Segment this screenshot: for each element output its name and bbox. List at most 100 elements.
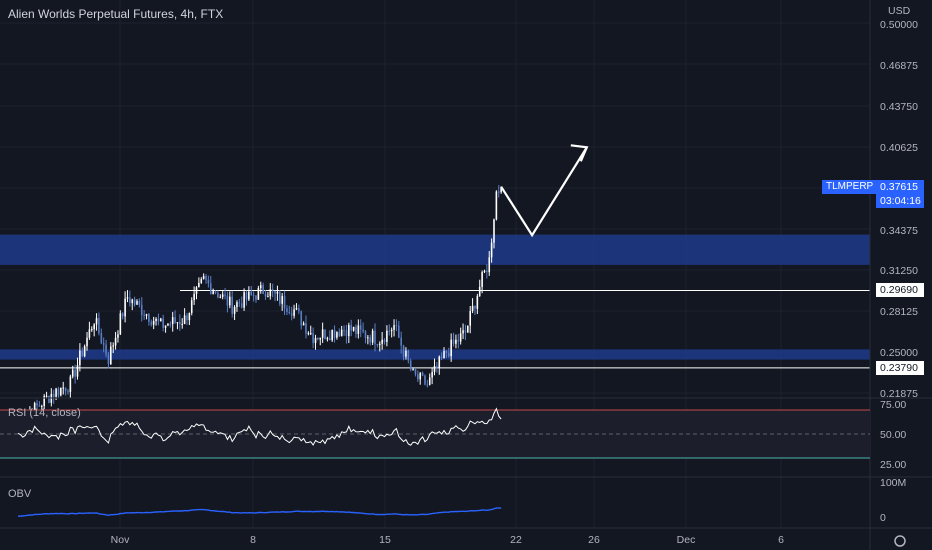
- candle-body: [283, 296, 286, 309]
- obv-tick-label: 0: [880, 512, 886, 524]
- candle-body: [486, 270, 488, 273]
- candle-body: [138, 301, 141, 305]
- candle-body: [312, 333, 314, 344]
- countdown-tag: 03:04:16: [876, 194, 924, 208]
- candle-body: [36, 403, 38, 406]
- candle-body: [124, 298, 126, 317]
- candle-body: [212, 291, 214, 294]
- settings-icon[interactable]: [894, 535, 906, 547]
- price-tick-label: 0.21875: [880, 388, 918, 400]
- candle-body: [459, 333, 462, 342]
- candle-body: [426, 384, 429, 386]
- candle-body: [69, 376, 72, 392]
- candle-body: [300, 311, 303, 326]
- candle-body: [383, 339, 386, 342]
- candle-body: [326, 338, 329, 340]
- candle-body: [412, 369, 414, 371]
- candle-body: [255, 295, 257, 300]
- candle-body: [95, 318, 98, 325]
- candle-body: [245, 292, 248, 300]
- candle-body: [414, 369, 417, 375]
- candle-body: [471, 305, 474, 311]
- candle-body: [74, 369, 76, 377]
- candle-body: [162, 318, 164, 328]
- candle-body: [409, 360, 412, 370]
- candle-body: [240, 303, 243, 308]
- candle-body: [133, 299, 136, 305]
- chart-title: Alien Worlds Perpetual Futures, 4h, FTX: [8, 7, 224, 21]
- candle-body: [469, 310, 471, 326]
- price-tick-label: 0.28125: [880, 306, 918, 318]
- candle-body: [295, 308, 298, 310]
- time-tick-label: Nov: [111, 534, 130, 546]
- candle-body: [336, 332, 338, 338]
- candle-body: [259, 285, 262, 289]
- projection-arrowhead: [570, 144, 589, 162]
- candle-body: [262, 285, 264, 294]
- candle-body: [497, 191, 500, 193]
- candle-body: [238, 302, 241, 304]
- candle-body: [143, 314, 145, 316]
- candle-body: [367, 337, 369, 339]
- candle-body: [62, 387, 65, 389]
- candle-body: [357, 325, 360, 334]
- candle-body: [424, 375, 426, 385]
- candle-body: [324, 329, 326, 340]
- candle-body: [193, 293, 195, 301]
- candle-body: [79, 350, 81, 366]
- candle-body: [214, 291, 217, 294]
- candle-body: [181, 324, 184, 326]
- candle-body: [169, 323, 172, 325]
- candle-body: [490, 242, 493, 258]
- candle-body: [307, 333, 310, 335]
- candle-body: [348, 325, 350, 337]
- candle-body: [364, 331, 367, 339]
- candle-body: [243, 292, 245, 308]
- rsi-tick-label: 75.00: [880, 399, 906, 411]
- obv-line: [17, 507, 502, 517]
- candle-body: [464, 330, 467, 333]
- candle-body: [114, 337, 117, 346]
- candle-body: [148, 314, 150, 322]
- price-tick-label: 0.40625: [880, 142, 918, 154]
- candle-body: [100, 333, 103, 344]
- candle-body: [433, 365, 436, 373]
- candle-body: [328, 338, 331, 341]
- candle-body: [98, 318, 100, 334]
- candle-body: [350, 325, 352, 331]
- candle-body: [202, 275, 205, 280]
- candle-body: [309, 333, 312, 335]
- obv-label: OBV: [8, 488, 32, 500]
- candle-body: [271, 289, 274, 292]
- candle-body: [281, 296, 283, 304]
- candle-body: [402, 345, 405, 357]
- candle-body: [428, 377, 431, 385]
- level-tag-lower: 0.23790: [876, 361, 924, 375]
- time-tick-label: 6: [778, 534, 784, 546]
- last-price-tag: 0.37615: [876, 180, 924, 194]
- candle-body: [131, 299, 134, 304]
- candle-body: [488, 257, 491, 273]
- candle-body: [45, 395, 48, 397]
- candle-body: [136, 301, 138, 305]
- candle-body: [236, 302, 238, 308]
- candle-body: [279, 291, 281, 304]
- candle-body: [302, 323, 305, 326]
- price-tick-label: 0.25000: [880, 347, 918, 359]
- symbol-tag: TLMPERP: [822, 180, 876, 194]
- rsi-tick-label: 50.00: [880, 429, 906, 441]
- candle-body: [145, 314, 148, 316]
- price-tick-label: 0.50000: [880, 19, 918, 31]
- candle-body: [267, 296, 269, 298]
- candle-body: [107, 354, 110, 365]
- candle-body: [248, 291, 250, 300]
- candle-body: [369, 337, 372, 343]
- projection-path: [500, 146, 588, 238]
- price-tick-label: 0.31250: [880, 265, 918, 277]
- candle-body: [119, 313, 122, 335]
- candle-body: [60, 387, 62, 396]
- currency-label: USD: [888, 5, 911, 17]
- candle-body: [264, 293, 267, 297]
- candle-body: [157, 318, 160, 322]
